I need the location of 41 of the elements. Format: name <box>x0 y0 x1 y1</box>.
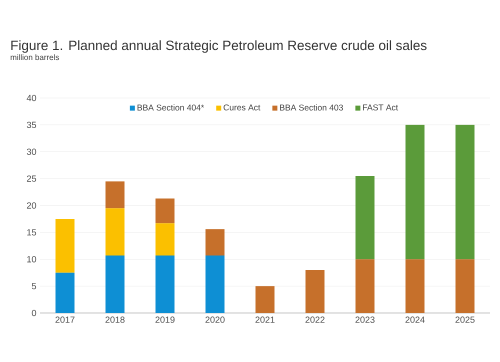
x-tick-label: 2023 <box>355 316 375 323</box>
bar <box>306 270 324 313</box>
legend-label: BBA Section 403 <box>280 104 343 111</box>
x-tick-label: 2022 <box>305 316 325 323</box>
x-tick-label: 2017 <box>55 316 75 323</box>
bar <box>456 259 474 313</box>
y-tick-label: 25 <box>26 175 36 182</box>
y-tick-label: 0 <box>32 310 36 316</box>
y-tick-label: 20 <box>26 202 36 209</box>
bar <box>406 124 424 260</box>
x-tick-label: 2020 <box>205 316 225 323</box>
legend-label: Cures Act <box>224 104 260 110</box>
x-tick-label: 2021 <box>255 316 275 323</box>
bar <box>456 124 474 260</box>
bar <box>106 181 125 208</box>
x-tick-label: 2018 <box>105 316 125 323</box>
x-tick-label: 2019 <box>155 316 175 323</box>
x-tick-label: 2025 <box>455 316 475 323</box>
y-tick-label: 40 <box>26 94 36 102</box>
bar <box>56 218 75 273</box>
bar <box>156 223 175 256</box>
bar <box>56 272 75 313</box>
bar <box>206 255 225 313</box>
chart-title: Figure 1. Planned annual Strategic Petroleum Reserve crude oil sales <box>11 40 427 53</box>
y-tick-label: 5 <box>32 282 36 290</box>
bar <box>206 229 225 256</box>
y-tick-label: 30 <box>26 148 36 155</box>
y-tick-label: 10 <box>27 256 36 262</box>
y-tick-label: 15 <box>27 229 36 236</box>
bar <box>256 286 274 313</box>
bar <box>406 259 424 313</box>
bar <box>356 259 374 313</box>
bar <box>106 208 125 256</box>
legend-label: FAST Act <box>363 104 398 110</box>
bar <box>356 176 374 260</box>
x-tick-label: 2024 <box>405 316 425 323</box>
bar <box>156 255 175 313</box>
bar <box>106 255 125 313</box>
bar <box>156 198 175 224</box>
legend-label: BBA Section 404* <box>138 104 204 111</box>
y-tick-label: 35 <box>26 122 36 128</box>
